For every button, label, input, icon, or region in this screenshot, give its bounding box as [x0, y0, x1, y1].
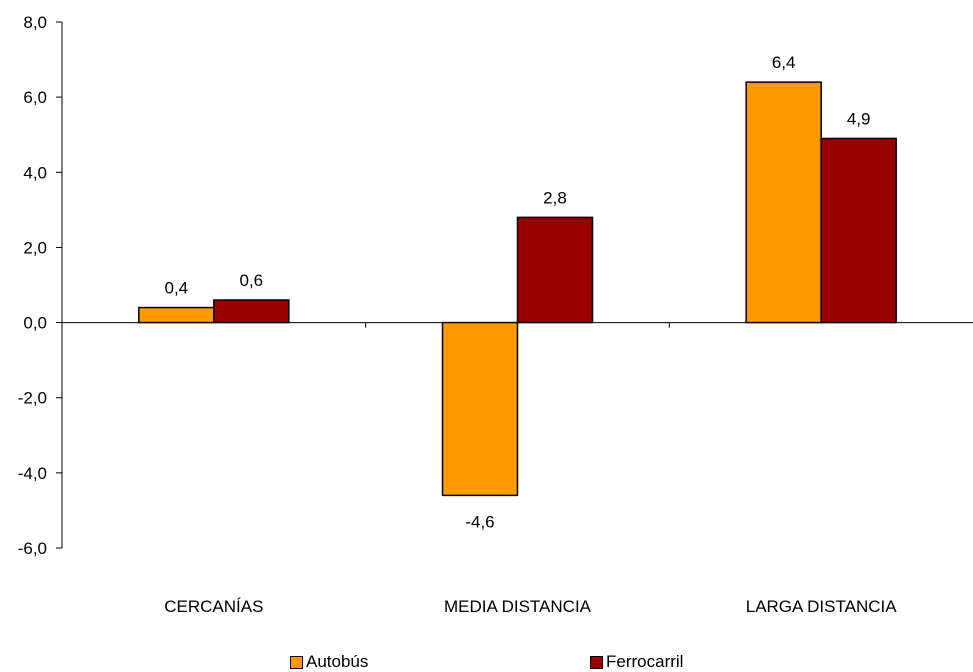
data-label: 0,4: [165, 279, 189, 298]
y-tick-label: -2,0: [18, 389, 47, 408]
bar-ferrocarril: [820, 137, 897, 324]
y-tick-label: 2,0: [23, 238, 47, 257]
x-category-label: MEDIA DISTANCIA: [444, 597, 592, 616]
bar-autobus: [745, 81, 822, 324]
bar-ferrocarril: [516, 216, 594, 324]
data-label: 6,4: [772, 53, 796, 72]
data-label: 4,9: [847, 109, 871, 128]
legend-swatch-autobus: [290, 655, 303, 669]
legend-item-ferrocarril: Ferrocarril: [590, 652, 683, 672]
legend-swatch-ferrocarril: [590, 655, 603, 669]
y-tick-label: -6,0: [18, 539, 47, 558]
x-category-label: LARGA DISTANCIA: [746, 597, 897, 616]
legend-item-autobus: Autobús: [290, 652, 368, 672]
x-category-label: CERCANÍAS: [164, 597, 263, 616]
data-label: 2,8: [543, 188, 567, 207]
y-tick-label: 4,0: [23, 163, 47, 182]
y-tick-label: -4,0: [18, 464, 47, 483]
bar-autobus: [138, 306, 215, 324]
bar-autobus: [441, 321, 519, 497]
bar-ferrocarril: [213, 299, 290, 324]
y-tick-label: 6,0: [23, 88, 47, 107]
data-label: 0,6: [240, 271, 264, 290]
legend-label-autobus: Autobús: [306, 652, 369, 671]
y-tick-label: 0,0: [23, 314, 47, 333]
data-label: -4,6: [465, 512, 494, 531]
y-tick-label: 8,0: [23, 13, 47, 32]
legend-label-ferrocarril: Ferrocarril: [606, 652, 684, 671]
